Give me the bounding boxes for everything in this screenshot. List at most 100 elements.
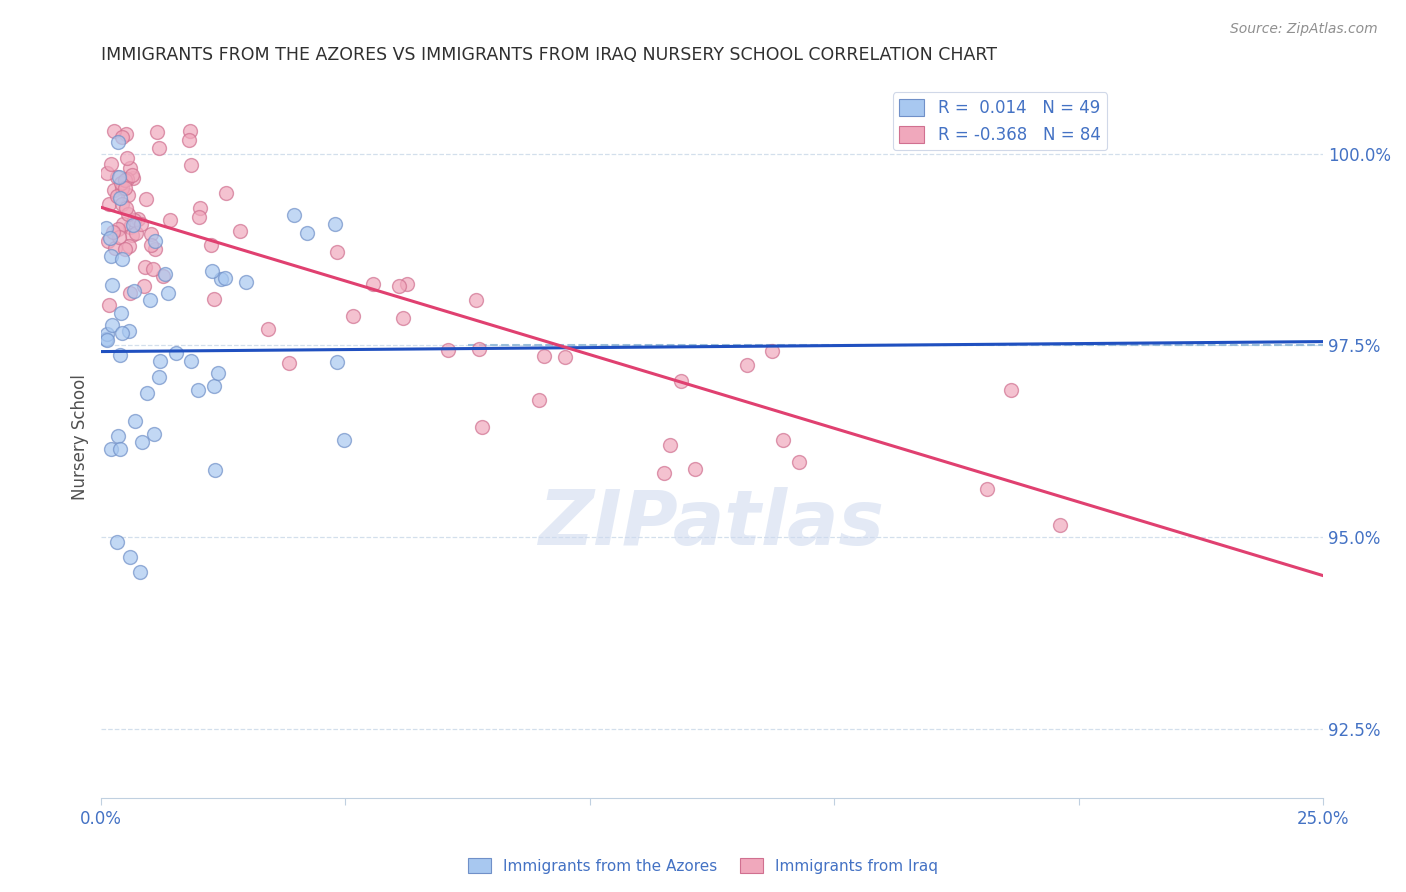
Point — [103, 183, 125, 197]
Point — [96, 333, 118, 347]
Text: Source: ZipAtlas.com: Source: ZipAtlas.com — [1230, 22, 1378, 37]
Legend: Immigrants from the Azores, Immigrants from Iraq: Immigrants from the Azores, Immigrants f… — [461, 852, 945, 880]
Point — [388, 279, 411, 293]
Point — [204, 463, 226, 477]
Point — [127, 212, 149, 227]
Point — [111, 130, 134, 145]
Point — [114, 242, 136, 256]
Point — [110, 349, 132, 363]
Point — [342, 310, 364, 324]
Point — [143, 242, 166, 256]
Point — [139, 293, 162, 308]
Point — [114, 201, 136, 215]
Point — [153, 267, 176, 281]
Point — [187, 383, 209, 397]
Point — [395, 277, 418, 292]
Point — [143, 235, 166, 249]
Point — [97, 196, 120, 211]
Point — [129, 565, 152, 579]
Point — [104, 241, 127, 255]
Point — [188, 211, 211, 225]
Point — [105, 534, 128, 549]
Point — [107, 135, 129, 149]
Point — [207, 366, 229, 380]
Point — [789, 455, 811, 469]
Point — [436, 343, 458, 357]
Point — [134, 260, 156, 274]
Point — [737, 358, 759, 372]
Point — [122, 218, 145, 232]
Point — [110, 176, 132, 190]
Point — [107, 170, 129, 185]
Point — [202, 378, 225, 392]
Point — [101, 278, 124, 293]
Point — [761, 343, 783, 358]
Point — [131, 434, 153, 449]
Point — [118, 324, 141, 338]
Point — [139, 238, 162, 252]
Point — [188, 201, 211, 215]
Point — [179, 123, 201, 137]
Point — [96, 332, 118, 346]
Point — [105, 169, 128, 184]
Point — [392, 310, 415, 325]
Point — [100, 156, 122, 170]
Point — [202, 293, 225, 307]
Point — [125, 227, 148, 241]
Point — [121, 168, 143, 182]
Point — [295, 226, 318, 240]
Point — [115, 152, 138, 166]
Point — [122, 170, 145, 185]
Point — [1000, 383, 1022, 397]
Point — [115, 172, 138, 186]
Point — [110, 306, 132, 320]
Point — [111, 197, 134, 211]
Point — [114, 173, 136, 187]
Point — [772, 434, 794, 448]
Point — [107, 221, 129, 235]
Point — [101, 225, 124, 239]
Point — [111, 252, 134, 267]
Point — [323, 217, 346, 231]
Point — [554, 351, 576, 365]
Point — [278, 355, 301, 369]
Point — [201, 264, 224, 278]
Point — [256, 322, 278, 336]
Point — [120, 161, 142, 175]
Point — [103, 123, 125, 137]
Point — [108, 230, 131, 244]
Point — [235, 275, 257, 289]
Point — [326, 244, 349, 259]
Point — [122, 285, 145, 299]
Point — [214, 271, 236, 285]
Point — [669, 375, 692, 389]
Point — [114, 181, 136, 195]
Point — [471, 420, 494, 434]
Point — [159, 212, 181, 227]
Point — [209, 272, 232, 286]
Point — [100, 249, 122, 263]
Point — [157, 285, 180, 300]
Point — [465, 293, 488, 308]
Point — [326, 354, 349, 368]
Point — [110, 442, 132, 456]
Point — [533, 349, 555, 363]
Point — [97, 298, 120, 312]
Point — [94, 220, 117, 235]
Point — [101, 318, 124, 332]
Point — [111, 218, 134, 232]
Point — [96, 326, 118, 341]
Point — [108, 191, 131, 205]
Point — [124, 414, 146, 428]
Y-axis label: Nursery School: Nursery School — [72, 375, 89, 500]
Point — [215, 186, 238, 201]
Point — [152, 268, 174, 283]
Point — [180, 354, 202, 368]
Text: ZIPatlas: ZIPatlas — [538, 487, 886, 561]
Point — [180, 158, 202, 172]
Point — [976, 482, 998, 496]
Point — [148, 354, 170, 368]
Point — [111, 180, 134, 194]
Point — [143, 427, 166, 442]
Point — [117, 207, 139, 221]
